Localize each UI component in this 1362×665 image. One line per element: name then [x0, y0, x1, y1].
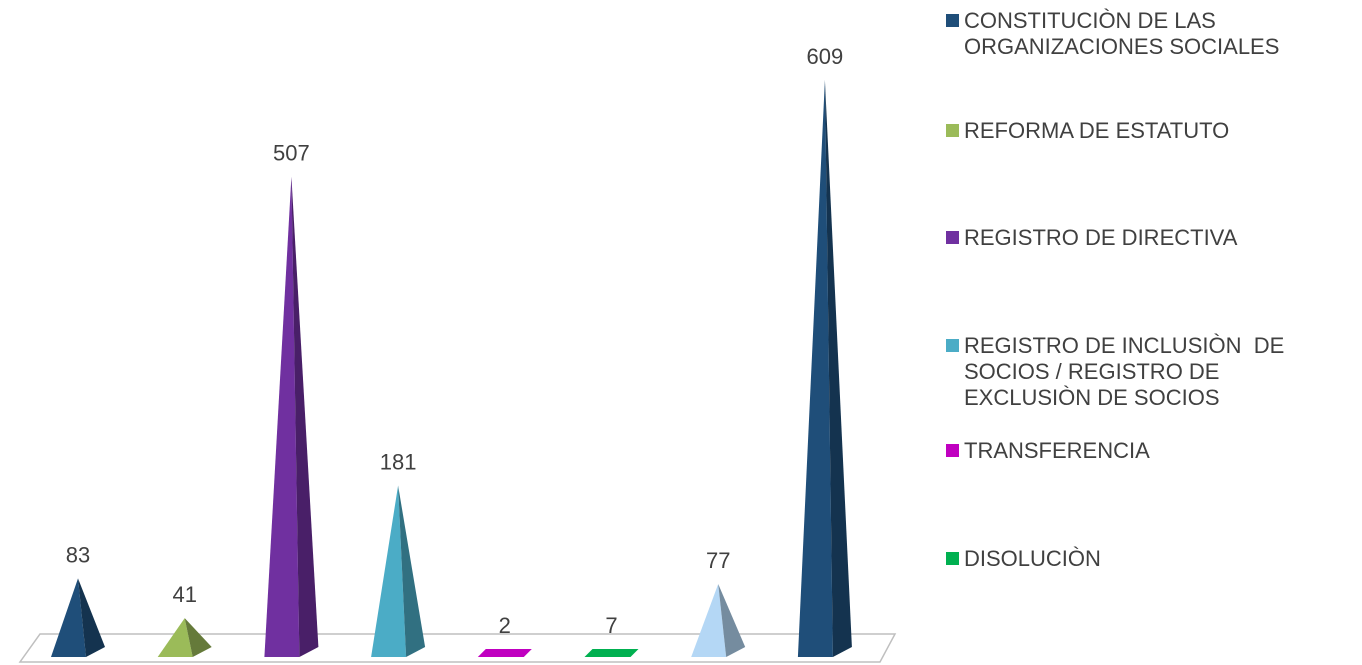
- bar: [477, 649, 532, 657]
- bar: [157, 618, 212, 657]
- legend-label: CONSTITUCIÒN DE LAS ORGANIZACIONES SOCIA…: [964, 8, 1280, 59]
- legend-label: REGISTRO DE DIRECTIVA: [964, 225, 1238, 250]
- legend-swatch: [946, 231, 959, 244]
- legend-entry: REFORMA DE ESTATUTO: [946, 118, 1346, 144]
- bar-face: [398, 485, 426, 657]
- legend-entry: CONSTITUCIÒN DE LAS ORGANIZACIONES SOCIA…: [946, 8, 1346, 60]
- legend-label: DISOLUCIÒN: [964, 546, 1101, 571]
- legend-swatch: [946, 14, 959, 27]
- floor: [18, 633, 897, 663]
- legend-entry: DISOLUCIÒN: [946, 546, 1346, 572]
- data-label: 83: [66, 542, 90, 567]
- data-label: 7: [605, 613, 617, 638]
- legend-label: TRANSFERENCIA: [964, 438, 1150, 463]
- legend-swatch: [946, 339, 959, 352]
- bar-face: [718, 584, 746, 657]
- bar: [51, 578, 105, 657]
- bar: [584, 649, 639, 657]
- legend-label: REGISTRO DE INCLUSIÒN DE SOCIOS / REGIST…: [964, 333, 1291, 410]
- legend-swatch: [946, 124, 959, 137]
- legend-swatch: [946, 552, 959, 565]
- legend-label: REFORMA DE ESTATUTO: [964, 118, 1230, 143]
- data-label: 2: [499, 613, 511, 638]
- data-label: 609: [807, 44, 844, 69]
- bar-face: [824, 80, 852, 657]
- bar-face: [371, 485, 407, 657]
- bar-face: [477, 649, 532, 657]
- bar-face: [291, 176, 319, 658]
- bar-face: [51, 578, 86, 657]
- bar-face: [797, 80, 833, 657]
- legend-entry: REGISTRO DE INCLUSIÒN DE SOCIOS / REGIST…: [946, 333, 1346, 411]
- bar: [797, 80, 852, 657]
- bar-face: [184, 618, 212, 657]
- bar-face: [78, 578, 105, 657]
- bar: [264, 176, 319, 658]
- data-label: 77: [706, 548, 730, 573]
- bar-face: [584, 649, 639, 657]
- bar-face: [691, 584, 727, 657]
- legend-entry: REGISTRO DE DIRECTIVA: [946, 225, 1346, 251]
- bar: [691, 584, 746, 657]
- bar: [371, 485, 426, 657]
- data-label: 41: [172, 582, 196, 607]
- bar-face: [157, 618, 193, 657]
- bar-face: [264, 176, 300, 658]
- legend-entry: TRANSFERENCIA: [946, 438, 1346, 464]
- data-label: 181: [380, 450, 417, 475]
- data-label: 507: [273, 141, 310, 166]
- legend-swatch: [946, 444, 959, 457]
